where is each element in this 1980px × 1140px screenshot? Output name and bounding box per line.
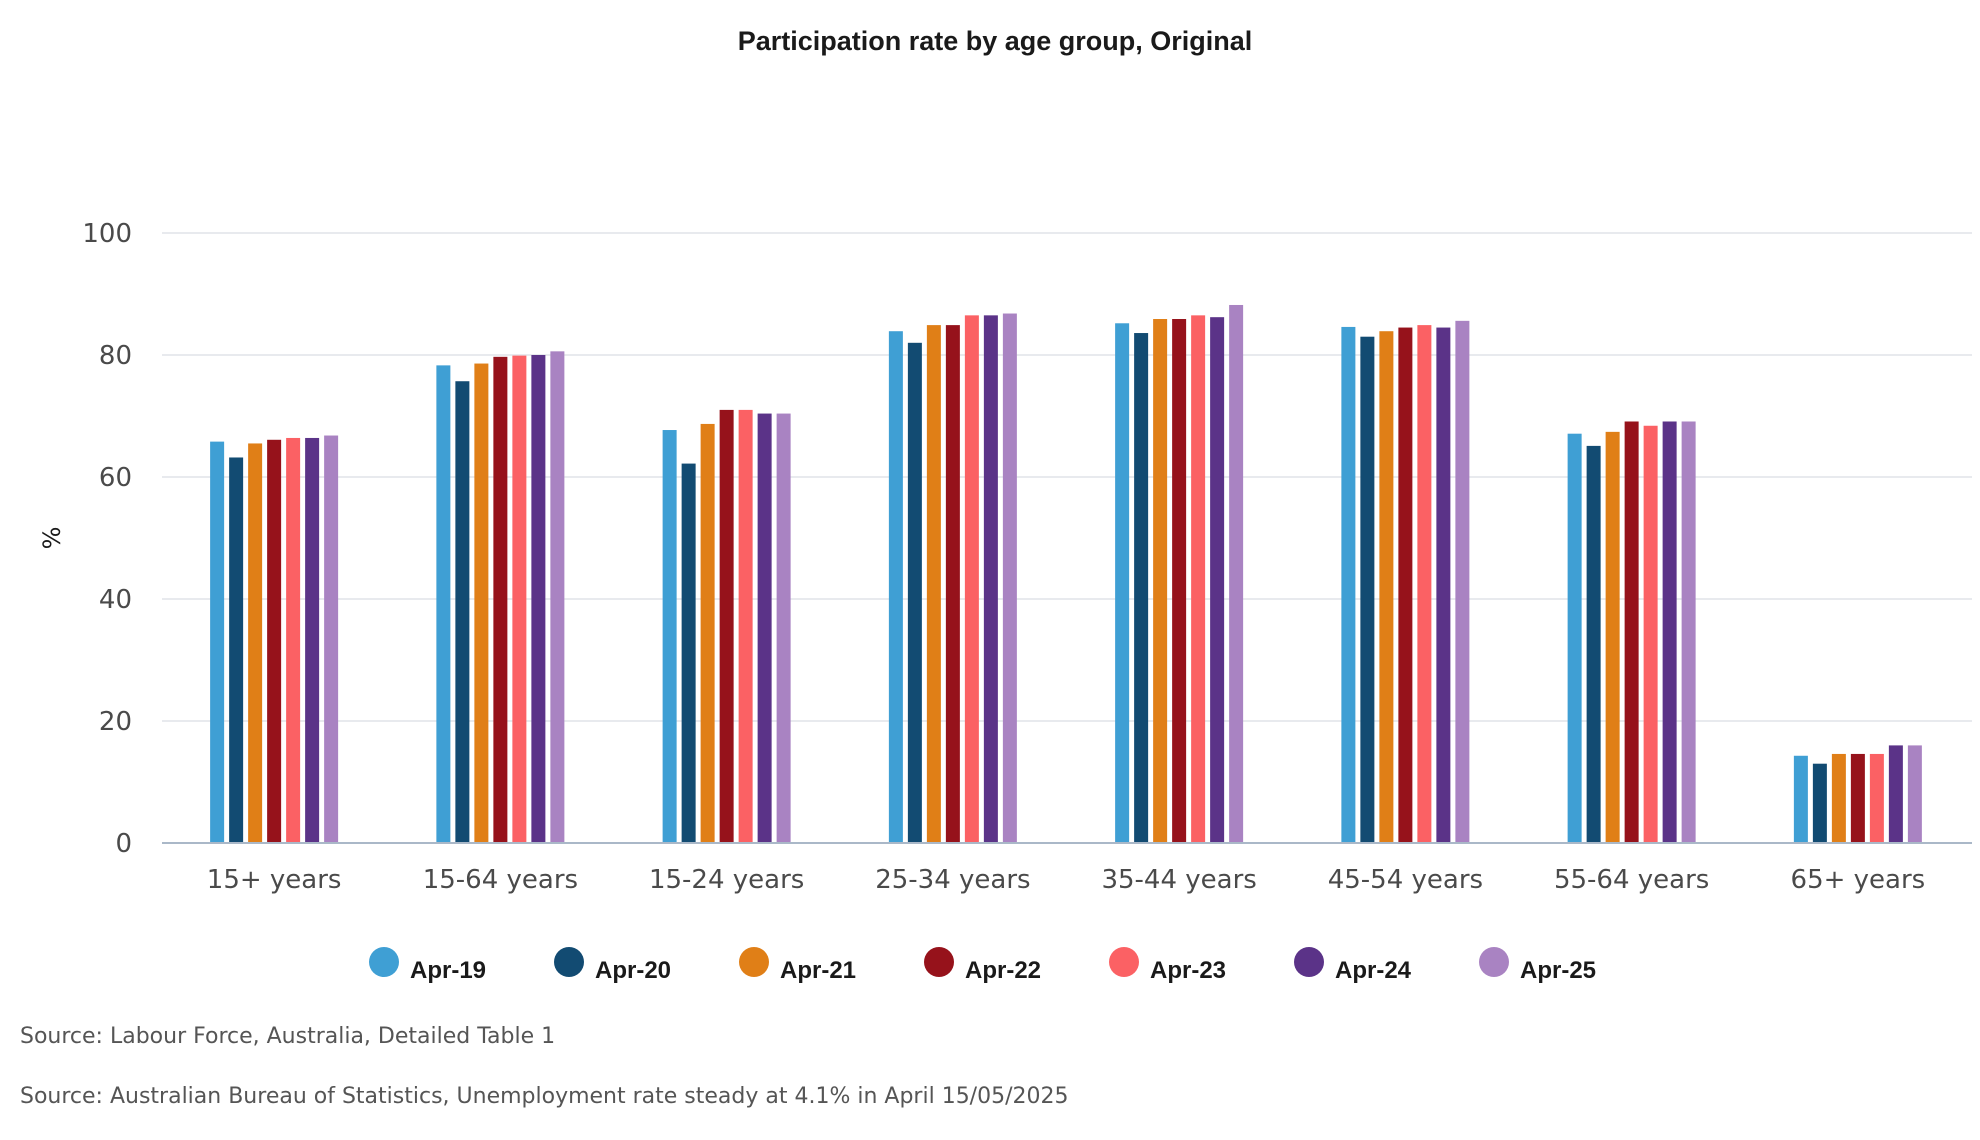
legend: Apr-19 Apr-20 Apr-21 Apr-22 Apr-23 Apr-24 Apr-… [369, 947, 1596, 984]
bar [1379, 331, 1394, 843]
source-note-2: Source: Australian Bureau of Statistics,… [20, 1084, 1069, 1109]
bar [1831, 753, 1846, 843]
bar [324, 435, 339, 843]
x-axis-categories: 15+ years 15-64 years 15-24 years 25-34 yea… [207, 865, 1925, 895]
bar [1455, 320, 1470, 844]
x-category-label: 15-24 years [649, 865, 804, 895]
y-axis-label: % [38, 527, 66, 550]
legend-label: Apr-22 [965, 957, 1041, 984]
legend-swatch [554, 947, 584, 977]
bar [1229, 304, 1244, 844]
bar [1115, 323, 1130, 843]
bar [1341, 326, 1356, 843]
bar [719, 409, 734, 843]
x-category-label: 65+ years [1791, 865, 1926, 895]
legend-swatch [369, 947, 399, 977]
bar [926, 325, 941, 843]
bar [1417, 325, 1432, 843]
legend-label: Apr-19 [410, 957, 486, 984]
legend-label: Apr-21 [780, 957, 856, 984]
bar [1436, 327, 1451, 843]
bar [681, 463, 696, 843]
bar [1850, 753, 1865, 843]
bar [1172, 319, 1187, 843]
bar [1191, 315, 1206, 844]
bar [964, 315, 979, 844]
bar [888, 331, 903, 843]
y-tick-label: 20 [99, 707, 132, 737]
bar [1869, 753, 1884, 843]
bar [1153, 319, 1168, 843]
legend-swatch [924, 947, 954, 977]
bar [286, 437, 301, 843]
x-category-label: 15-64 years [423, 865, 578, 895]
bar [1624, 421, 1639, 843]
legend-label: Apr-23 [1150, 957, 1226, 984]
bar [305, 437, 320, 843]
bar [1907, 745, 1922, 843]
bar [248, 443, 263, 843]
legend-label: Apr-25 [1520, 957, 1596, 984]
bar [1605, 431, 1620, 843]
bar [738, 409, 753, 843]
bar [1134, 333, 1149, 843]
bar [1812, 763, 1827, 843]
bar [1002, 313, 1017, 843]
x-category-label: 55-64 years [1554, 865, 1709, 895]
source-note-1: Source: Labour Force, Australia, Detaile… [20, 1024, 556, 1049]
legend-swatch [1294, 947, 1324, 977]
x-category-label: 15+ years [207, 865, 342, 895]
bar [907, 342, 922, 843]
bar [1586, 445, 1601, 843]
legend-swatch [739, 947, 769, 977]
y-axis-ticks: 0 20 40 60 80 100 [82, 219, 132, 859]
bar [1793, 755, 1808, 843]
bar [1360, 336, 1375, 843]
legend-label: Apr-24 [1335, 957, 1412, 984]
bar [531, 355, 546, 843]
bar [662, 430, 677, 843]
bar [1210, 317, 1225, 843]
legend-swatch [1479, 947, 1509, 977]
x-category-label: 35-44 years [1101, 865, 1256, 895]
bar [474, 363, 489, 843]
y-tick-label: 100 [82, 219, 132, 249]
chart-title: Participation rate by age group, Origina… [738, 26, 1253, 56]
bar [493, 356, 508, 843]
bar [700, 423, 715, 843]
bar [983, 315, 998, 844]
bar [945, 325, 960, 843]
bar [436, 365, 451, 843]
legend-swatch [1109, 947, 1139, 977]
y-tick-label: 40 [99, 585, 132, 615]
bar [550, 351, 565, 843]
legend-label: Apr-20 [595, 957, 671, 984]
y-tick-label: 0 [115, 829, 132, 859]
bar [1681, 421, 1696, 843]
bars [210, 304, 1922, 844]
bar [1662, 421, 1677, 843]
bar [757, 413, 772, 843]
x-category-label: 25-34 years [875, 865, 1030, 895]
bar [229, 457, 244, 843]
y-tick-label: 80 [99, 341, 132, 371]
bar [210, 441, 225, 843]
bar [267, 439, 282, 843]
bar [455, 381, 470, 843]
bar [1567, 433, 1582, 843]
bar [776, 413, 791, 843]
y-tick-label: 60 [99, 463, 132, 493]
bar [512, 355, 527, 843]
bar [1888, 745, 1903, 843]
bar [1643, 425, 1658, 843]
bar [1398, 327, 1413, 843]
x-category-label: 45-54 years [1328, 865, 1483, 895]
gridlines [162, 232, 1972, 722]
